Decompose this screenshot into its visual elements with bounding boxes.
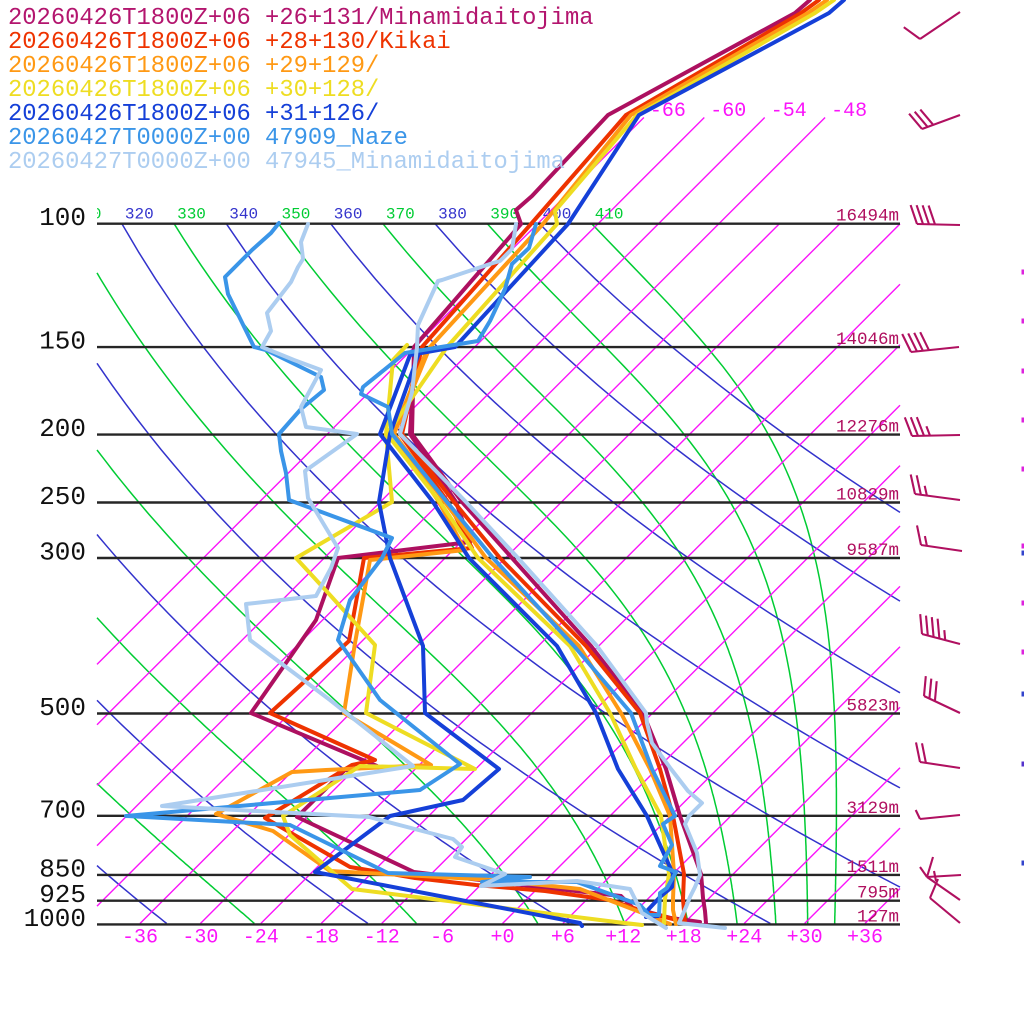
svg-text:20260426T1800Z+06 +26+131/Mina: 20260426T1800Z+06 +26+131/Minamidaitojim… (8, 5, 594, 32)
svg-text:16494m: 16494m (836, 207, 899, 227)
svg-text:700: 700 (39, 795, 86, 825)
svg-text:-30: -30 (182, 927, 218, 950)
svg-text:20260426T1800Z+06 +29+129/: 20260426T1800Z+06 +29+129/ (8, 53, 379, 80)
svg-text:-54: -54 (771, 100, 807, 123)
svg-text:20260427T0000Z+00 47945_Minami: 20260427T0000Z+00 47945_Minamidaitojima (8, 149, 565, 176)
svg-text:3129m: 3129m (846, 799, 899, 819)
svg-text:14046m: 14046m (836, 330, 899, 350)
svg-text:250: 250 (39, 482, 86, 512)
svg-text:12276m: 12276m (836, 418, 899, 438)
svg-text:410: 410 (595, 206, 624, 224)
svg-text:340: 340 (229, 206, 258, 224)
svg-text:200: 200 (39, 414, 86, 444)
svg-text:20260426T1800Z+06 +28+130/Kika: 20260426T1800Z+06 +28+130/Kikai (8, 29, 451, 56)
svg-text:-60: -60 (710, 100, 746, 123)
svg-text:20260426T1800Z+06 +30+128/: 20260426T1800Z+06 +30+128/ (8, 77, 379, 104)
svg-text:20260426T1800Z+06 +31+126/: 20260426T1800Z+06 +31+126/ (8, 101, 379, 128)
svg-text:-48: -48 (831, 100, 867, 123)
svg-text:795m: 795m (857, 884, 899, 904)
svg-text:500: 500 (39, 693, 86, 723)
svg-text:+36: +36 (847, 927, 883, 950)
svg-text:+30: +30 (787, 927, 823, 950)
svg-text:380: 380 (438, 206, 467, 224)
svg-text:+24: +24 (726, 927, 762, 950)
svg-text:5823m: 5823m (846, 697, 899, 717)
svg-text:+18: +18 (666, 927, 702, 950)
svg-text:350: 350 (282, 206, 311, 224)
svg-text:20260427T0000Z+00 47909_Naze: 20260427T0000Z+00 47909_Naze (8, 125, 408, 152)
svg-text:320: 320 (125, 206, 154, 224)
svg-text:127m: 127m (857, 907, 899, 927)
svg-text:-12: -12 (364, 927, 400, 950)
svg-text:10829m: 10829m (836, 486, 899, 506)
svg-text:1000: 1000 (24, 904, 86, 934)
svg-text:150: 150 (39, 327, 86, 357)
svg-text:100: 100 (39, 203, 86, 233)
svg-text:+0: +0 (490, 927, 514, 950)
svg-text:-36: -36 (122, 927, 158, 950)
svg-text:-6: -6 (430, 927, 454, 950)
svg-text:1511m: 1511m (846, 858, 899, 878)
svg-text:330: 330 (177, 206, 206, 224)
svg-text:390: 390 (490, 206, 519, 224)
svg-text:-24: -24 (243, 927, 279, 950)
svg-text:300: 300 (39, 538, 86, 568)
svg-text:360: 360 (334, 206, 363, 224)
svg-text:+6: +6 (551, 927, 575, 950)
svg-text:9587m: 9587m (846, 541, 899, 561)
svg-text:-18: -18 (303, 927, 339, 950)
svg-text:370: 370 (386, 206, 415, 224)
svg-text:+12: +12 (605, 927, 641, 950)
